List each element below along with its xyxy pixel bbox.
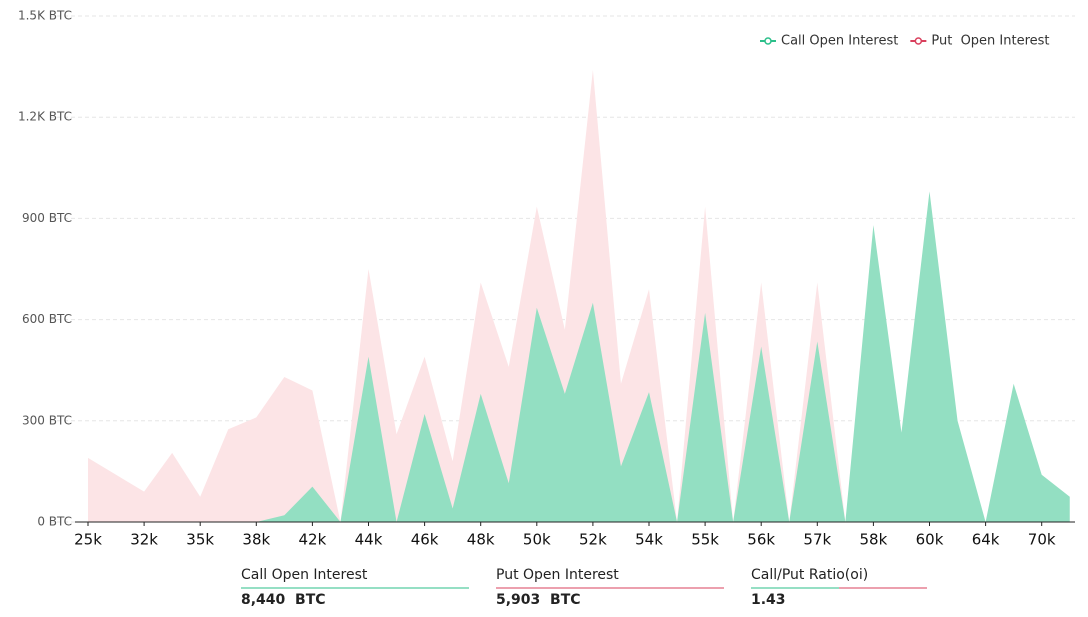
x-tick-label: 57k	[803, 531, 831, 549]
summary-value: 5,903 BTC	[496, 592, 581, 608]
x-tick-label: 42k	[299, 531, 327, 549]
x-tick-label: 38k	[242, 531, 270, 549]
x-tick-label: 64k	[972, 531, 1000, 549]
legend-label: Put Open Interest	[931, 34, 1049, 49]
x-tick-label: 70k	[1028, 531, 1056, 549]
legend-swatch	[914, 37, 923, 45]
x-tick-label: 44k	[355, 531, 383, 549]
y-tick-label: 1.5K BTC	[18, 9, 72, 23]
summary-label: Put Open Interest	[496, 567, 619, 583]
summary-value: 1.43	[751, 592, 786, 608]
x-tick-label: 55k	[691, 531, 719, 549]
area	[88, 191, 1070, 522]
legend-label: Call Open Interest	[781, 34, 898, 49]
legend-swatch	[764, 37, 772, 45]
x-tick-label: 46k	[411, 531, 439, 549]
x-tick-label: 58k	[860, 531, 888, 549]
y-tick-label: 600 BTC	[22, 312, 72, 326]
x-tick-label: 52k	[579, 531, 607, 549]
y-tick-label: 300 BTC	[22, 413, 72, 427]
x-tick-label: 35k	[186, 531, 214, 549]
x-tick-label: 25k	[74, 531, 102, 549]
x-tick-label: 32k	[130, 531, 158, 549]
y-tick-label: 0 BTC	[37, 515, 72, 529]
summary-label: Call Open Interest	[241, 567, 368, 583]
x-tick-label: 54k	[635, 531, 663, 549]
x-tick-label: 60k	[916, 531, 944, 549]
x-tick-label: 56k	[747, 531, 775, 549]
y-tick-label: 900 BTC	[22, 211, 72, 225]
y-tick-label: 1.2K BTC	[18, 110, 72, 124]
summary-label: Call/Put Ratio(oi)	[751, 567, 868, 583]
x-tick-label: 50k	[523, 531, 551, 549]
x-tick-label: 48k	[467, 531, 495, 549]
summary-value: 8,440 BTC	[241, 592, 326, 608]
